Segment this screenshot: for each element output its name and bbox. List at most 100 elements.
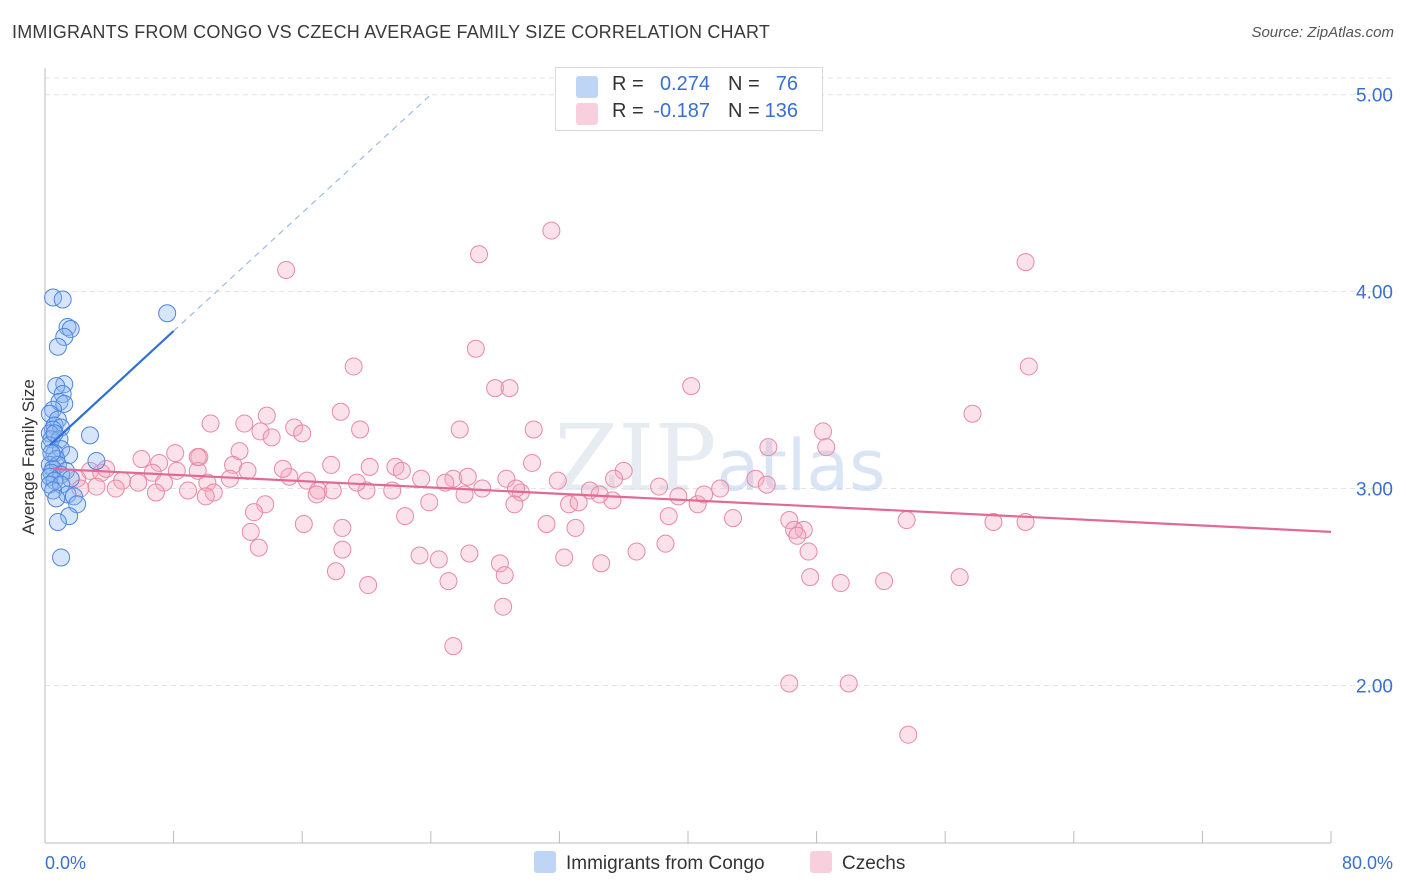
czech-point (333, 518, 352, 537)
czech-point (875, 572, 894, 591)
czech-point (273, 459, 292, 478)
czech-point (235, 414, 254, 433)
czech-point (331, 402, 350, 421)
czech-point (817, 438, 836, 457)
congo-point (60, 507, 79, 526)
czech-point (505, 495, 524, 514)
czech-point (711, 479, 730, 498)
czech-point (523, 453, 542, 472)
czech-point (179, 481, 198, 500)
czech-point (97, 459, 116, 478)
axes (44, 68, 1332, 844)
czech-point (780, 511, 799, 530)
n-value: 76 (775, 73, 798, 95)
y-tick-label: 2.00 (1356, 676, 1393, 697)
czech-point (420, 493, 439, 512)
czech-point (450, 420, 469, 439)
czech-point (196, 487, 215, 506)
legend-item-congo[interactable]: Immigrants from Congo (534, 851, 765, 875)
czech-point (87, 477, 106, 496)
czech-point (238, 461, 257, 480)
czech-point (899, 725, 918, 744)
czech-point (682, 377, 701, 396)
tick-labels: 2.00 3.00 4.00 5.00 0.0% 80.0% (45, 86, 1393, 873)
czech-point (262, 428, 281, 447)
source-label: Source: ZipAtlas.com (1251, 24, 1394, 41)
czech-point (566, 518, 585, 537)
czech-point (746, 469, 765, 488)
czech-point (495, 566, 514, 585)
czech-point (106, 479, 125, 498)
czech-point (201, 414, 220, 433)
czech-point (555, 548, 574, 567)
x-tick-label: 0.0% (45, 853, 86, 873)
r-value: -0.187 (653, 100, 710, 122)
czech-point (132, 450, 151, 468)
congo-point (55, 327, 74, 346)
congo-point (42, 444, 61, 463)
czech-point (785, 520, 804, 539)
czech-point (307, 485, 326, 504)
czech-point (277, 260, 296, 279)
czech-point (458, 467, 477, 486)
czech-point (592, 554, 611, 573)
czech-point (466, 339, 485, 358)
czech-point (780, 674, 799, 693)
czech-point (759, 438, 778, 457)
r-label: R = (612, 100, 644, 122)
y-axis-label: Average Family Size (19, 379, 38, 535)
congo-legend-swatch (534, 851, 556, 873)
czech-point (669, 487, 688, 506)
czech-point (799, 542, 818, 561)
czech-legend-swatch (810, 851, 832, 873)
czech-point (757, 475, 776, 494)
czech-point (614, 461, 633, 480)
czech-point (444, 637, 463, 656)
czech-point (724, 509, 743, 528)
congo-point (58, 318, 77, 337)
czech-point (392, 461, 411, 480)
congo-point (48, 337, 67, 356)
trend-lines (49, 94, 1332, 533)
legend-label: Czechs (842, 853, 906, 874)
czech-point (984, 513, 1003, 532)
czech-point (548, 471, 567, 490)
czech-point (831, 574, 850, 593)
congo-point (48, 513, 67, 532)
czech-point (650, 477, 669, 496)
czech-point (357, 481, 376, 500)
czech-trend-line (52, 467, 1332, 533)
czech-point (333, 540, 352, 559)
czech-point (323, 481, 342, 500)
czech-point (897, 511, 916, 530)
czech-point (344, 357, 363, 376)
czech-point (360, 457, 379, 476)
czech-point (605, 469, 624, 488)
congo-trend-extension (173, 94, 432, 332)
czech-point (950, 568, 969, 587)
legend-label: Immigrants from Congo (566, 853, 765, 874)
czech-point (506, 479, 525, 498)
czech-point (627, 542, 646, 561)
czech-point (537, 514, 556, 533)
stats-legend: R = 0.274 N = 76 R = -0.187 N = 136 (555, 67, 823, 131)
czech-point (410, 546, 429, 565)
czech-point (322, 455, 341, 474)
czech-point (470, 245, 489, 264)
czech-point (801, 568, 820, 587)
czech-point (359, 576, 378, 595)
czech-point (166, 444, 185, 463)
r-label: R = (612, 73, 644, 95)
czech-point (839, 674, 858, 693)
czech-point (439, 572, 458, 591)
czech-point (294, 514, 313, 533)
legend-item-czechs[interactable]: Czechs (810, 851, 905, 875)
czech-point (146, 483, 165, 502)
czech-point (129, 473, 148, 492)
congo-point (87, 451, 106, 470)
congo-point (55, 394, 74, 413)
czech-point (500, 379, 519, 398)
czech-point (486, 379, 505, 398)
congo-point (47, 489, 66, 508)
